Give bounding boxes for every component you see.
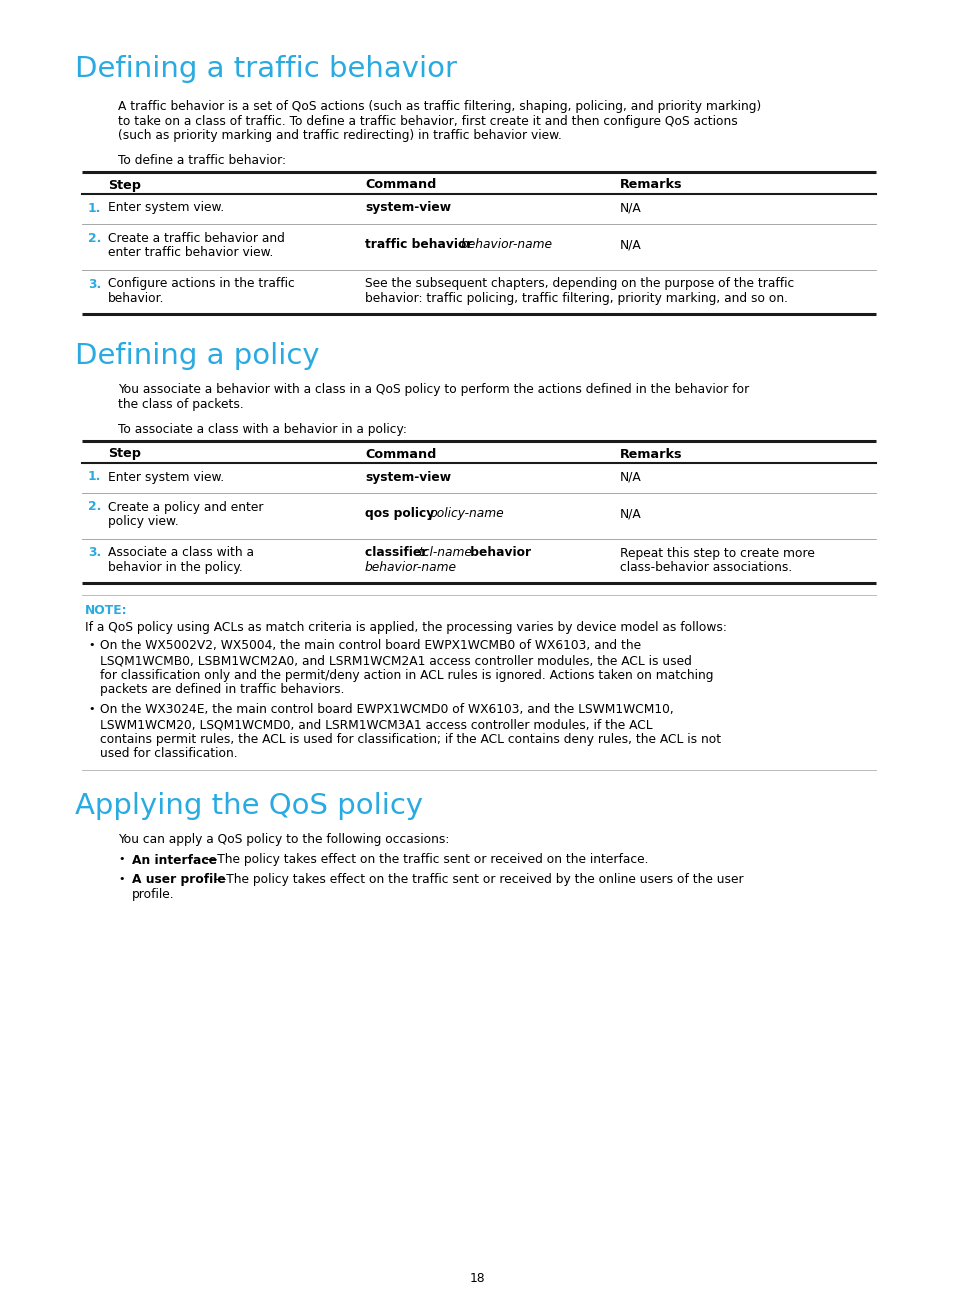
Text: —The policy takes effect on the traffic sent or received by the online users of : —The policy takes effect on the traffic … — [213, 874, 742, 886]
Text: for classification only and the permit/deny action in ACL rules is ignored. Acti: for classification only and the permit/d… — [100, 669, 713, 682]
Text: system-view: system-view — [365, 470, 451, 483]
Text: qos policy: qos policy — [365, 508, 438, 521]
Text: Step: Step — [108, 447, 141, 460]
Text: packets are defined in traffic behaviors.: packets are defined in traffic behaviors… — [100, 683, 344, 696]
Text: N/A: N/A — [619, 470, 641, 483]
Text: •: • — [88, 704, 94, 714]
Text: Enter system view.: Enter system view. — [108, 470, 224, 483]
Text: behavior: behavior — [465, 547, 531, 560]
Text: behavior-name: behavior-name — [365, 561, 456, 574]
Text: To associate a class with a behavior in a policy:: To associate a class with a behavior in … — [118, 422, 406, 435]
Text: On the WX3024E, the main control board EWPX1WCMD0 of WX6103, and the LSWM1WCM10,: On the WX3024E, the main control board E… — [100, 704, 673, 717]
Text: Create a traffic behavior and: Create a traffic behavior and — [108, 232, 285, 245]
Text: the class of packets.: the class of packets. — [118, 398, 244, 411]
Text: used for classification.: used for classification. — [100, 746, 237, 759]
Text: A user profile: A user profile — [132, 874, 226, 886]
Text: LSWM1WCM20, LSQM1WCMD0, and LSRM1WCM3A1 access controller modules, if the ACL: LSWM1WCM20, LSQM1WCMD0, and LSRM1WCM3A1 … — [100, 718, 652, 731]
Text: NOTE:: NOTE: — [85, 604, 128, 617]
Text: 2.: 2. — [88, 500, 101, 513]
Text: A traffic behavior is a set of QoS actions (such as traffic filtering, shaping, : A traffic behavior is a set of QoS actio… — [118, 100, 760, 113]
Text: If a QoS policy using ACLs as match criteria is applied, the processing varies b: If a QoS policy using ACLs as match crit… — [85, 622, 726, 635]
Text: Defining a traffic behavior: Defining a traffic behavior — [75, 54, 456, 83]
Text: On the WX5002V2, WX5004, the main control board EWPX1WCMB0 of WX6103, and the: On the WX5002V2, WX5004, the main contro… — [100, 639, 640, 652]
Text: class-behavior associations.: class-behavior associations. — [619, 561, 791, 574]
Text: to take on a class of traffic. To define a traffic behavior, first create it and: to take on a class of traffic. To define… — [118, 114, 737, 127]
Text: behavior-name: behavior-name — [460, 238, 553, 251]
Text: Repeat this step to create more: Repeat this step to create more — [619, 547, 814, 560]
Text: 18: 18 — [469, 1271, 484, 1286]
Text: Create a policy and enter: Create a policy and enter — [108, 500, 263, 513]
Text: Enter system view.: Enter system view. — [108, 201, 224, 215]
Text: policy-name: policy-name — [429, 508, 503, 521]
Text: (such as priority marking and traffic redirecting) in traffic behavior view.: (such as priority marking and traffic re… — [118, 130, 561, 143]
Text: See the subsequent chapters, depending on the purpose of the traffic: See the subsequent chapters, depending o… — [365, 277, 794, 290]
Text: traffic behavior: traffic behavior — [365, 238, 476, 251]
Text: Command: Command — [365, 447, 436, 460]
Text: 3.: 3. — [88, 547, 101, 560]
Text: N/A: N/A — [619, 201, 641, 215]
Text: tcl-name: tcl-name — [417, 547, 472, 560]
Text: LSQM1WCMB0, LSBM1WCM2A0, and LSRM1WCM2A1 access controller modules, the ACL is u: LSQM1WCMB0, LSBM1WCM2A0, and LSRM1WCM2A1… — [100, 654, 691, 667]
Text: Command: Command — [365, 179, 436, 192]
Text: Defining a policy: Defining a policy — [75, 342, 319, 369]
Text: •: • — [118, 854, 125, 863]
Text: Remarks: Remarks — [619, 447, 681, 460]
Text: classifier: classifier — [365, 547, 431, 560]
Text: enter traffic behavior view.: enter traffic behavior view. — [108, 246, 274, 259]
Text: You associate a behavior with a class in a QoS policy to perform the actions def: You associate a behavior with a class in… — [118, 384, 748, 397]
Text: •: • — [88, 639, 94, 649]
Text: system-view: system-view — [365, 201, 451, 215]
Text: policy view.: policy view. — [108, 515, 178, 527]
Text: 1.: 1. — [88, 470, 101, 483]
Text: An interface: An interface — [132, 854, 216, 867]
Text: You can apply a QoS policy to the following occasions:: You can apply a QoS policy to the follow… — [118, 833, 449, 846]
Text: behavior: traffic policing, traffic filtering, priority marking, and so on.: behavior: traffic policing, traffic filt… — [365, 292, 787, 305]
Text: profile.: profile. — [132, 888, 174, 901]
Text: 2.: 2. — [88, 232, 101, 245]
Text: 1.: 1. — [88, 201, 101, 215]
Text: behavior.: behavior. — [108, 292, 164, 305]
Text: contains permit rules, the ACL is used for classification; if the ACL contains d: contains permit rules, the ACL is used f… — [100, 732, 720, 745]
Text: Applying the QoS policy: Applying the QoS policy — [75, 792, 423, 819]
Text: Configure actions in the traffic: Configure actions in the traffic — [108, 277, 294, 290]
Text: —The policy takes effect on the traffic sent or received on the interface.: —The policy takes effect on the traffic … — [205, 854, 648, 867]
Text: To define a traffic behavior:: To define a traffic behavior: — [118, 153, 286, 166]
Text: •: • — [118, 874, 125, 884]
Text: Step: Step — [108, 179, 141, 192]
Text: Associate a class with a: Associate a class with a — [108, 547, 253, 560]
Text: N/A: N/A — [619, 508, 641, 521]
Text: N/A: N/A — [619, 238, 641, 251]
Text: behavior in the policy.: behavior in the policy. — [108, 561, 242, 574]
Text: Remarks: Remarks — [619, 179, 681, 192]
Text: 3.: 3. — [88, 277, 101, 290]
